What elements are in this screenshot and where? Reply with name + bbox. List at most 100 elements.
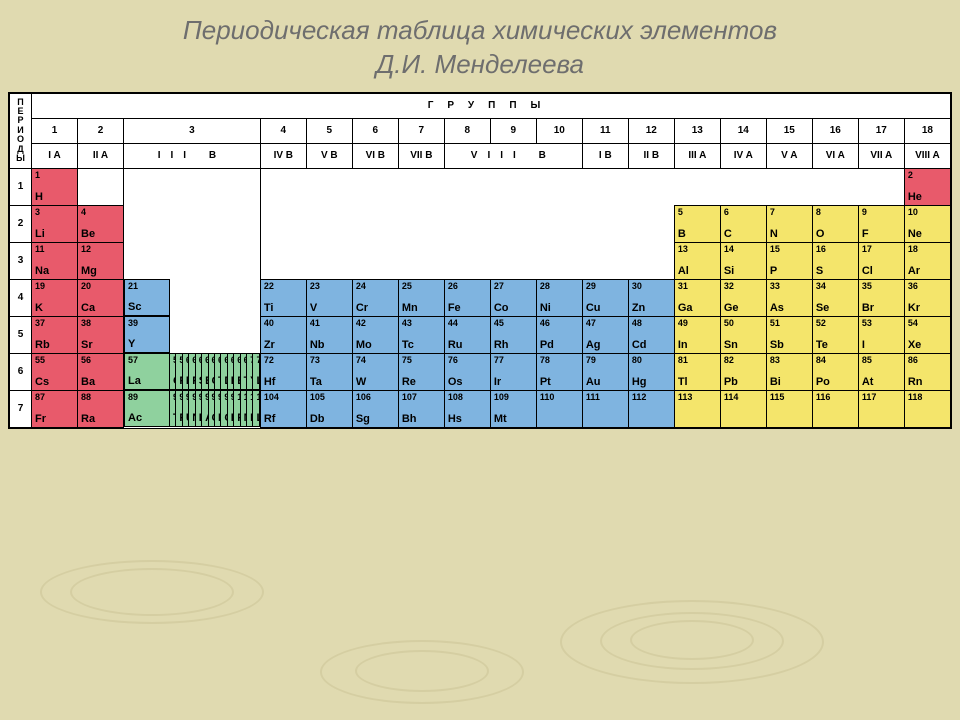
element-114: 114 [720, 390, 766, 427]
periodic-table-panel: ПЕРИОДЫГРУППЫ123456789101112131415161718… [8, 92, 952, 429]
element-Sr: 38Sr [78, 316, 124, 353]
group-label-18: VIII A [904, 143, 950, 168]
element-N: 7N [766, 205, 812, 242]
element-Ar: 18Ar [904, 242, 950, 279]
group-num-15: 15 [766, 118, 812, 143]
empty-cell [536, 242, 582, 279]
element-Mo: 42Mo [352, 316, 398, 353]
element-Pt: 78Pt [536, 353, 582, 390]
element-Cd: 48Cd [628, 316, 674, 353]
empty-cell [352, 205, 398, 242]
periods-side-label: ПЕРИОДЫ [10, 93, 32, 168]
element-At: 85At [858, 353, 904, 390]
element-I: 53I [858, 316, 904, 353]
element-Ne: 10Ne [904, 205, 950, 242]
group3-wide-6: 57La58Ce59Pr60Nd61Pm62Sm63Eu64Gd65Tb66Dy… [124, 353, 261, 390]
period-label-4: 4 [10, 279, 32, 316]
element-110: 110 [536, 390, 582, 427]
group3-wide-4: 21Sc [124, 279, 261, 316]
group-num-5: 5 [306, 118, 352, 143]
group-num-18: 18 [904, 118, 950, 143]
element-Co: 27Co [490, 279, 536, 316]
element-Mt: 109Mt [490, 390, 536, 427]
element-Xe: 54Xe [904, 316, 950, 353]
element-112: 112 [628, 390, 674, 427]
group-label-5: V B [306, 143, 352, 168]
group-num-3: 3 [124, 118, 261, 143]
empty-cell [720, 168, 766, 205]
element-S: 16S [812, 242, 858, 279]
element-V: 23V [306, 279, 352, 316]
empty-cell [812, 168, 858, 205]
element-Os: 76Os [444, 353, 490, 390]
empty-cell [582, 242, 628, 279]
element-Ta: 73Ta [306, 353, 352, 390]
element-Ni: 28Ni [536, 279, 582, 316]
empty-cell [124, 168, 261, 205]
element-W: 74W [352, 353, 398, 390]
empty-cell [398, 242, 444, 279]
element-C: 6C [720, 205, 766, 242]
element-Zn: 30Zn [628, 279, 674, 316]
group-label-4: IV B [260, 143, 306, 168]
element-111: 111 [582, 390, 628, 427]
empty-cell [398, 205, 444, 242]
element-Mn: 25Mn [398, 279, 444, 316]
group-label-1: I A [32, 143, 78, 168]
empty-cell [490, 205, 536, 242]
group-label-8: VIII B [444, 143, 582, 168]
element-Sn: 50Sn [720, 316, 766, 353]
empty-cell [628, 205, 674, 242]
empty-cell [306, 205, 352, 242]
period-label-3: 3 [10, 242, 32, 279]
group-num-11: 11 [582, 118, 628, 143]
periodic-table: ПЕРИОДЫГРУППЫ123456789101112131415161718… [9, 93, 951, 428]
group-label-17: VII A [858, 143, 904, 168]
element-Ag: 47Ag [582, 316, 628, 353]
empty-cell [398, 168, 444, 205]
element-Se: 34Se [812, 279, 858, 316]
empty-cell [444, 242, 490, 279]
empty-cell [536, 205, 582, 242]
element-117: 117 [858, 390, 904, 427]
element-K: 19K [32, 279, 78, 316]
element-Ti: 22Ti [260, 279, 306, 316]
element-Mg: 12Mg [78, 242, 124, 279]
group-label-7: VII B [398, 143, 444, 168]
group-num-8: 8 [444, 118, 490, 143]
element-Ba: 56Ba [78, 353, 124, 390]
group-num-2: 2 [78, 118, 124, 143]
empty-cell [490, 168, 536, 205]
element-In: 49In [674, 316, 720, 353]
group-label-16: VI A [812, 143, 858, 168]
element-P: 15P [766, 242, 812, 279]
element-Al: 13Al [674, 242, 720, 279]
element-113: 113 [674, 390, 720, 427]
group-label-15: V A [766, 143, 812, 168]
group-num-16: 16 [812, 118, 858, 143]
element-Db: 105Db [306, 390, 352, 427]
element-Rb: 37Rb [32, 316, 78, 353]
element-La: 57La [124, 353, 170, 390]
empty-cell [628, 168, 674, 205]
element-Rf: 104Rf [260, 390, 306, 427]
empty-cell [306, 242, 352, 279]
element-Te: 52Te [812, 316, 858, 353]
element-Ac: 89Ac [124, 390, 170, 427]
groups-header: ГРУППЫ [32, 93, 951, 118]
element-Tc: 43Tc [398, 316, 444, 353]
element-Sc: 21Sc [124, 279, 170, 316]
group3-wide-5: 39Y [124, 316, 261, 353]
empty-cell [352, 168, 398, 205]
element-Lu: 71Lu [253, 353, 259, 390]
element-Be: 4Be [78, 205, 124, 242]
element-Tl: 81Tl [674, 353, 720, 390]
element-B: 5B [674, 205, 720, 242]
empty-cell [124, 205, 261, 242]
group-label-2: II A [78, 143, 124, 168]
group-num-7: 7 [398, 118, 444, 143]
empty-cell [124, 242, 261, 279]
group-num-9: 9 [490, 118, 536, 143]
element-Hg: 80Hg [628, 353, 674, 390]
period-label-1: 1 [10, 168, 32, 205]
